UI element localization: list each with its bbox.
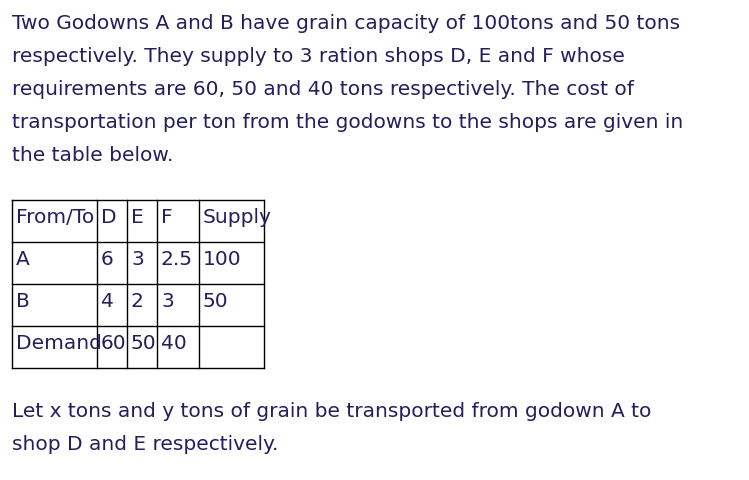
Text: From/To: From/To (16, 208, 94, 227)
Text: the table below.: the table below. (12, 146, 173, 165)
Text: 3: 3 (131, 250, 144, 269)
Text: requirements are 60, 50 and 40 tons respectively. The cost of: requirements are 60, 50 and 40 tons resp… (12, 80, 634, 99)
Text: A: A (16, 250, 30, 269)
Text: 2.5: 2.5 (161, 250, 193, 269)
Text: Let x tons and y tons of grain be transported from godown A to: Let x tons and y tons of grain be transp… (12, 402, 652, 421)
Text: 40: 40 (161, 334, 187, 353)
Text: E: E (131, 208, 144, 227)
Text: 3: 3 (161, 292, 174, 311)
Text: 6: 6 (101, 250, 114, 269)
Text: 4: 4 (101, 292, 114, 311)
Text: B: B (16, 292, 30, 311)
Text: shop D and E respectively.: shop D and E respectively. (12, 435, 279, 454)
Text: 2: 2 (131, 292, 144, 311)
Text: 50: 50 (203, 292, 228, 311)
Text: Supply: Supply (203, 208, 272, 227)
Text: 60: 60 (101, 334, 127, 353)
Text: Two Godowns A and B have grain capacity of 100tons and 50 tons: Two Godowns A and B have grain capacity … (12, 14, 680, 33)
Text: 100: 100 (203, 250, 242, 269)
Text: respectively. They supply to 3 ration shops D, E and F whose: respectively. They supply to 3 ration sh… (12, 47, 625, 66)
Text: F: F (161, 208, 172, 227)
Text: transportation per ton from the godowns to the shops are given in: transportation per ton from the godowns … (12, 113, 683, 132)
Text: 50: 50 (131, 334, 157, 353)
Text: D: D (101, 208, 117, 227)
Text: Demand: Demand (16, 334, 102, 353)
